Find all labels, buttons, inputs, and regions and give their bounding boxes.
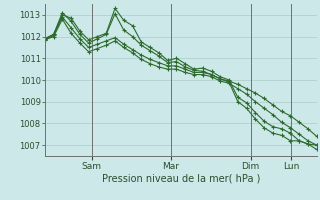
X-axis label: Pression niveau de la mer( hPa ): Pression niveau de la mer( hPa ) — [102, 173, 260, 183]
